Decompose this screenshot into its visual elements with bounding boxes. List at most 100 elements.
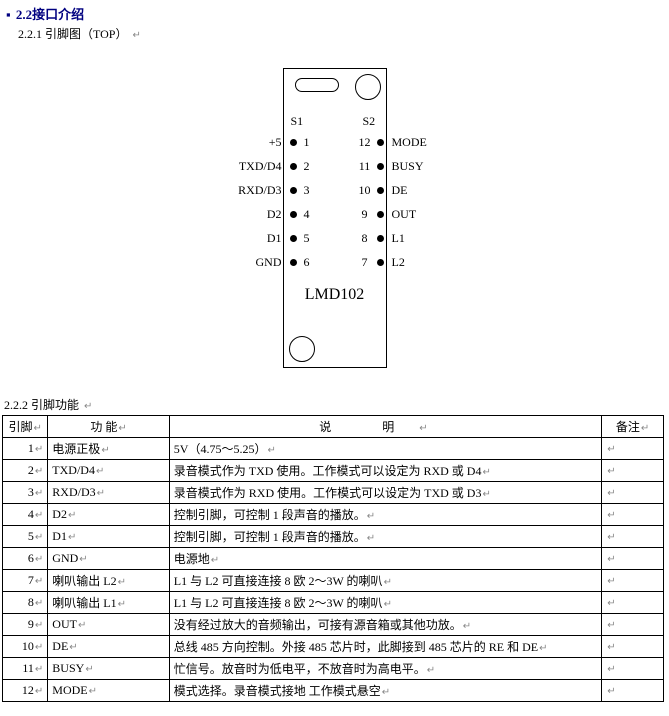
section-title: 2.2接口介绍	[0, 0, 669, 25]
cell-note	[602, 482, 664, 504]
cell-note	[602, 592, 664, 614]
cell-pin: 2	[3, 460, 48, 482]
pin-left-num: 6	[301, 255, 313, 270]
table-row: 2TXD/D4录音模式作为 TXD 使用。工作模式可以设定为 RXD 或 D4	[3, 460, 664, 482]
table-row: 12MODE模式选择。录音模式接地 工作模式悬空	[3, 680, 664, 702]
pin-right-num: 11	[357, 159, 373, 174]
pin-right-label: DE	[392, 183, 408, 198]
pin-dot	[290, 163, 297, 170]
table-row: 1电源正极5V（4.75～5.25）	[3, 438, 664, 460]
pin-left-row: TXD/D42	[223, 156, 313, 176]
subsection-pinout-title: 2.2.1 引脚图（TOP）	[0, 25, 669, 42]
pin-left-label: RXD/D3	[230, 183, 282, 198]
chip: S1 S2 +51TXD/D42RXD/D33D24D15GND6 12MODE…	[245, 68, 425, 368]
cell-desc: 控制引脚，可控制 1 段声音的播放。	[169, 504, 601, 526]
cell-pin: 11	[3, 658, 48, 680]
pinout-diagram: S1 S2 +51TXD/D42RXD/D33D24D15GND6 12MODE…	[0, 50, 669, 386]
cell-pin: 8	[3, 592, 48, 614]
cell-note	[602, 548, 664, 570]
cell-func: GND	[48, 548, 169, 570]
cell-func: OUT	[48, 614, 169, 636]
cell-pin: 5	[3, 526, 48, 548]
cell-pin: 6	[3, 548, 48, 570]
cell-func: 喇叭输出 L1	[48, 592, 169, 614]
pin-dot	[377, 139, 384, 146]
cell-desc: 5V（4.75～5.25）	[169, 438, 601, 460]
cell-pin: 9	[3, 614, 48, 636]
pin-left-label: D1	[230, 231, 282, 246]
column-header-s2: S2	[363, 114, 376, 129]
cell-desc: 模式选择。录音模式接地 工作模式悬空	[169, 680, 601, 702]
cell-func: D2	[48, 504, 169, 526]
table-row: 8喇叭输出 L1L1 与 L2 可直接连接 8 欧 2～3W 的喇叭	[3, 592, 664, 614]
pin-dot	[377, 163, 384, 170]
cell-func: 电源正极	[48, 438, 169, 460]
pin-left-label: +5	[230, 135, 282, 150]
cell-desc: 控制引脚，可控制 1 段声音的播放。	[169, 526, 601, 548]
cell-pin: 10	[3, 636, 48, 658]
pin-left-num: 4	[301, 207, 313, 222]
cell-func: 喇叭输出 L2	[48, 570, 169, 592]
subsection-function-title: 2.2.2 引脚功能	[0, 396, 669, 413]
pin-right-label: MODE	[392, 135, 427, 150]
th-func: 功 能	[48, 416, 169, 438]
cell-note	[602, 504, 664, 526]
pin-dot	[377, 235, 384, 242]
cell-pin: 1	[3, 438, 48, 460]
pin-right-row: 8L1	[357, 228, 457, 248]
pin-right-row: 7 L2	[357, 252, 457, 272]
pin-left-row: D1 5	[223, 228, 313, 248]
pin-right-label: L2	[392, 255, 405, 270]
cell-note	[602, 636, 664, 658]
cell-note	[602, 614, 664, 636]
pin-dot	[377, 259, 384, 266]
cell-desc: 电源地	[169, 548, 601, 570]
pin-right-label: L1	[392, 231, 405, 246]
table-row: 9OUT没有经过放大的音频输出，可接有源音箱或其他功放。	[3, 614, 664, 636]
table-row: 11BUSY忙信号。放音时为低电平，不放音时为高电平。	[3, 658, 664, 680]
table-header-row: 引脚 功 能 说 明 备注	[3, 416, 664, 438]
th-pin: 引脚	[3, 416, 48, 438]
pin-right-label: OUT	[392, 207, 417, 222]
pin-left-row: D2 4	[223, 204, 313, 224]
pin-right-num: 7	[357, 255, 373, 270]
pin-function-table: 引脚 功 能 说 明 备注 1电源正极5V（4.75～5.25）2TXD/D4录…	[2, 415, 664, 702]
pin-dot	[377, 211, 384, 218]
subsection-function-text: 2.2.2 引脚功能	[4, 398, 79, 412]
cell-desc: 录音模式作为 RXD 使用。工作模式可以设定为 TXD 或 D3	[169, 482, 601, 504]
cell-pin: 3	[3, 482, 48, 504]
table-row: 7喇叭输出 L2L1 与 L2 可直接连接 8 欧 2～3W 的喇叭	[3, 570, 664, 592]
pin-right-num: 12	[357, 135, 373, 150]
pin-dot	[290, 235, 297, 242]
cell-desc: 总线 485 方向控制。外接 485 芯片时，此脚接到 485 芯片的 RE 和…	[169, 636, 601, 658]
cell-pin: 4	[3, 504, 48, 526]
cell-desc: L1 与 L2 可直接连接 8 欧 2～3W 的喇叭	[169, 592, 601, 614]
pin-dot	[290, 187, 297, 194]
pin-right-row: 9 OUT	[357, 204, 457, 224]
cell-note	[602, 570, 664, 592]
chip-slot	[295, 78, 339, 92]
pin-right-num: 9	[357, 207, 373, 222]
pin-left-row: +51	[223, 132, 313, 152]
pin-left-num: 5	[301, 231, 313, 246]
pin-left-row: GND6	[223, 252, 313, 272]
th-desc: 说 明	[169, 416, 601, 438]
th-note: 备注	[602, 416, 664, 438]
chip-name: LMD102	[283, 286, 387, 304]
pin-right-row: 10 DE	[357, 180, 457, 200]
table-row: 6GND电源地	[3, 548, 664, 570]
cell-desc: 忙信号。放音时为低电平，不放音时为高电平。	[169, 658, 601, 680]
cell-note	[602, 658, 664, 680]
cell-desc: L1 与 L2 可直接连接 8 欧 2～3W 的喇叭	[169, 570, 601, 592]
cell-desc: 没有经过放大的音频输出，可接有源音箱或其他功放。	[169, 614, 601, 636]
pin-left-label: D2	[230, 207, 282, 222]
cell-func: MODE	[48, 680, 169, 702]
mount-hole-bottom-left	[289, 336, 315, 362]
pin-right-num: 10	[357, 183, 373, 198]
cell-note	[602, 680, 664, 702]
pin-left-label: TXD/D4	[230, 159, 282, 174]
cell-func: DE	[48, 636, 169, 658]
table-row: 3RXD/D3录音模式作为 RXD 使用。工作模式可以设定为 TXD 或 D3	[3, 482, 664, 504]
cell-func: D1	[48, 526, 169, 548]
cell-pin: 7	[3, 570, 48, 592]
